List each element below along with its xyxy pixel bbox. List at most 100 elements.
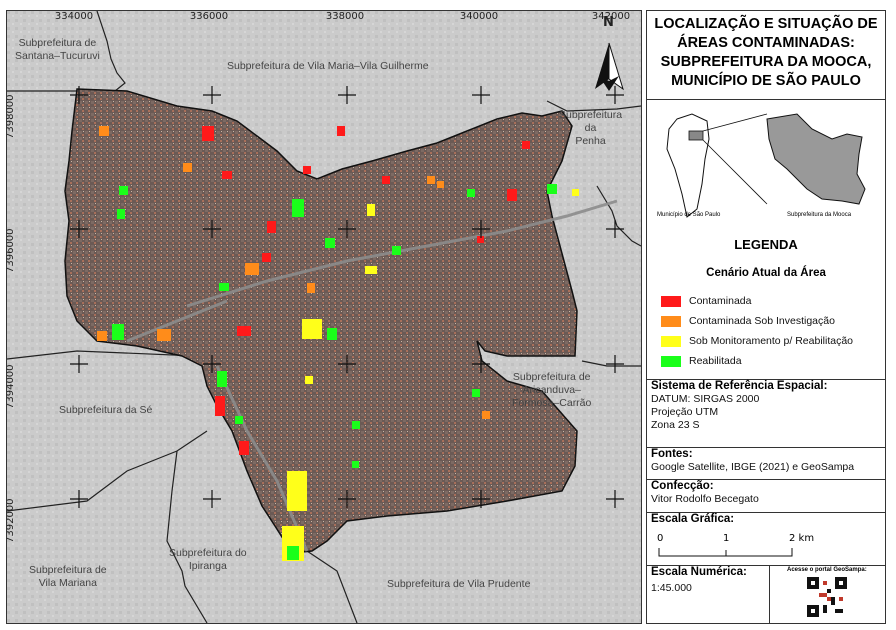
srs-heading: Sistema de Referência Espacial: [651,380,828,392]
scale-numeric-heading: Escala Numérica: [651,566,747,578]
region-label-vila-mariana: Subprefeitura de Vila Mariana [29,564,107,589]
site-marker [572,189,579,196]
grid-cross [606,86,624,104]
north-arrow-icon [595,42,624,91]
grid-cross [203,490,221,508]
legend-item: Sob Monitoramento p/ Reabilitação [661,335,853,347]
confeccao-heading: Confecção: [651,480,714,492]
map-frame: 334000 336000 338000 340000 342000 73980… [6,10,642,624]
x-tick-label: 340000 [459,11,499,22]
site-marker [287,471,307,511]
site-marker [292,199,304,217]
scale-bar-box: Escala Gráfica: 0 1 2 km [647,512,885,566]
grid-cross [338,220,356,238]
grid-cross [338,490,356,508]
site-marker [367,204,375,216]
site-marker [467,189,475,197]
fontes-heading: Fontes: [651,448,693,460]
legend-label: Sob Monitoramento p/ Reabilitação [689,335,854,347]
qr-caption: Acesse o portal GeoSampa: [787,567,867,573]
site-marker [287,546,299,560]
site-marker [97,331,107,341]
inset-sub-caption: Subprefeitura da Mooca [787,212,852,218]
region-label-vila-prudente: Subprefeitura de Vila Prudente [387,578,531,590]
grid-cross [70,86,88,104]
grid-cross [203,86,221,104]
site-marker [239,441,249,455]
grid-cross [338,355,356,373]
site-marker [99,126,109,136]
region-label-vila-maria: Subprefeitura de Vila Maria–Vila Guilher… [227,60,429,72]
site-marker [222,171,232,179]
grid-cross [472,490,490,508]
legend-swatch [661,295,681,307]
srs-line: Projeção UTM [651,406,719,418]
site-marker [325,238,335,248]
y-tick-label: 7392000 [6,498,16,543]
y-tick-label: 7398000 [6,94,16,139]
site-marker [202,126,214,141]
region-label-ipiranga: Subprefeitura do Ipiranga [169,547,247,572]
info-panel: LOCALIZAÇÃO E SITUAÇÃO DE ÁREAS CONTAMIN… [646,10,886,624]
legend-label: Contaminada Sob Investigação [689,315,835,327]
site-marker [382,176,390,184]
fontes-box: Fontes: Google Satellite, IBGE (2021) e … [647,447,885,480]
qr-divider [769,565,770,623]
x-tick-label: 336000 [189,11,229,22]
site-marker [305,376,313,384]
map-canvas [7,11,641,623]
legend-item: Contaminada [661,295,751,307]
scale-numeric-box: Escala Numérica: 1:45.000 Acesse o porta… [647,565,885,623]
grid-cross [338,86,356,104]
site-marker [245,263,259,275]
y-tick-label: 7396000 [6,228,16,273]
srs-box: Sistema de Referência Espacial: DATUM: S… [647,379,885,448]
fontes-text: Google Satellite, IBGE (2021) e GeoSampa [651,461,855,473]
region-label-aricanduva: Subprefeitura de Aricanduva– Formosa–Car… [512,371,592,409]
site-marker [303,166,311,174]
mooca-outline [766,113,866,205]
grid-cross [70,490,88,508]
city-outline [666,113,710,218]
legend-item: Contaminada Sob Investigação [661,315,835,327]
legend-swatch [661,335,681,347]
site-marker [352,461,359,468]
site-marker [365,266,377,274]
srs-line: DATUM: SIRGAS 2000 [651,393,760,405]
site-marker [302,319,322,339]
site-marker [183,163,192,172]
inset-city-caption: Município de São Paulo [657,212,721,218]
site-marker [117,209,125,219]
scale-label: 0 [657,533,664,544]
site-marker [337,126,345,136]
grid-crosses [70,86,624,508]
inset-box: Município de São Paulo Subprefeitura da … [647,99,885,380]
site-marker [547,184,557,194]
north-label: N [603,15,614,30]
grid-cross [606,490,624,508]
title-box: LOCALIZAÇÃO E SITUAÇÃO DE ÁREAS CONTAMIN… [647,11,885,100]
site-marker [472,389,480,397]
y-tick-label: 7394000 [6,364,16,409]
qr-code-icon [807,577,847,617]
legend-label: Contaminada [689,295,752,307]
site-marker [327,328,337,340]
x-tick-label: 338000 [325,11,365,22]
confeccao-box: Confecção: Vitor Rodolfo Becegato [647,479,885,513]
site-marker [392,246,401,255]
site-marker [237,326,251,336]
site-marker [219,283,229,291]
grid-cross [203,355,221,373]
legend-swatch [661,355,681,367]
legend-subheading: Cenário Atual da Área [706,267,826,279]
site-marker [522,141,530,149]
grid-cross [472,86,490,104]
confeccao-text: Vitor Rodolfo Becegato [651,493,759,505]
legend-heading: LEGENDA [734,237,798,252]
highways [126,199,618,552]
region-label-se: Subprefeitura da Sé [59,404,153,416]
site-marker [217,371,227,387]
site-marker [235,416,243,424]
contaminated-sites [97,126,579,561]
scale-label: 2 km [789,533,815,544]
